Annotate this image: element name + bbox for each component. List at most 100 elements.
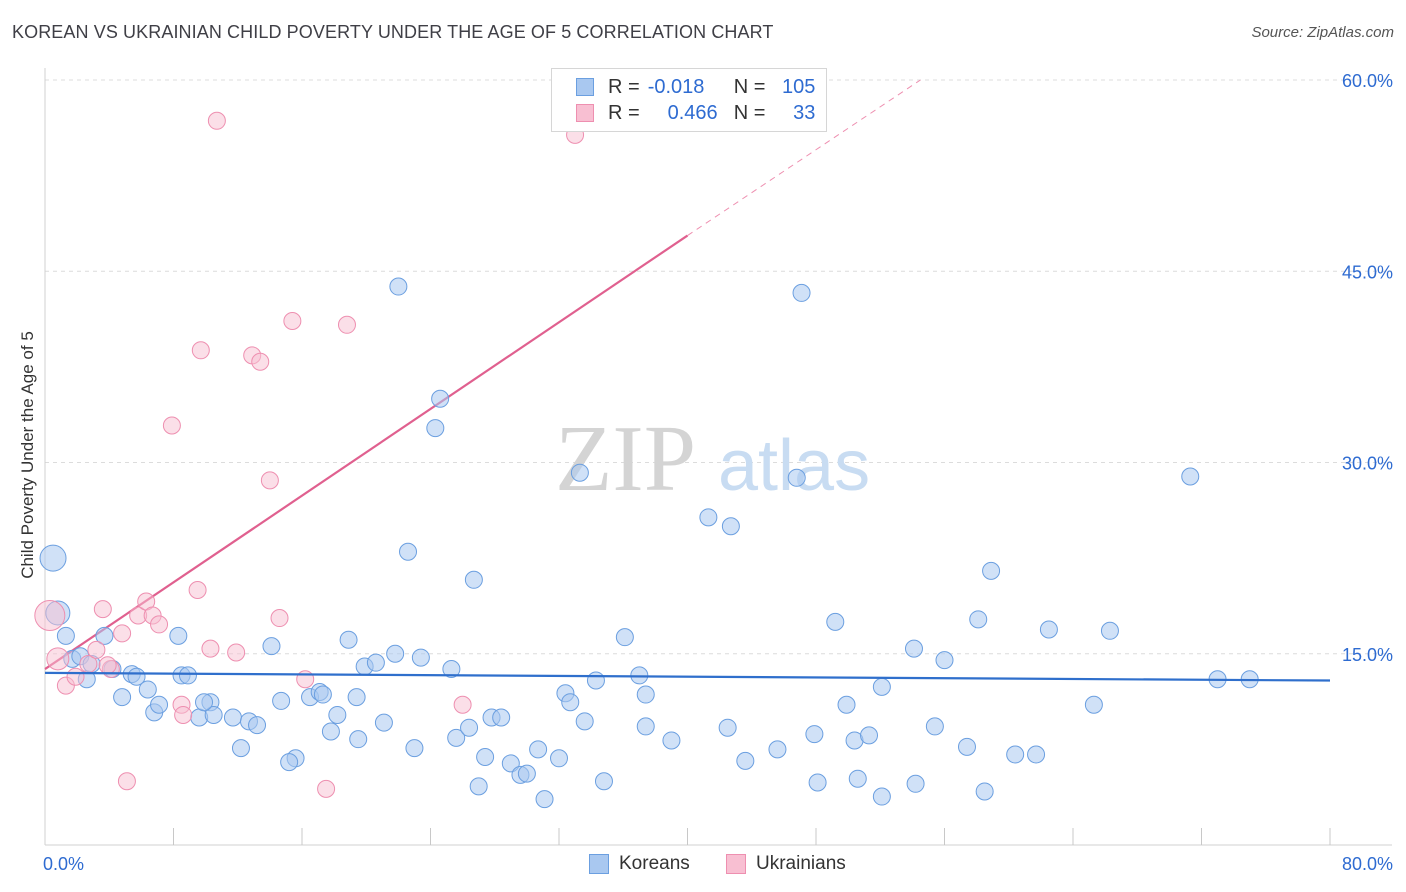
korean-point	[808, 773, 827, 792]
korean-point	[366, 653, 385, 672]
korean-point	[313, 685, 332, 704]
korean-point	[426, 419, 445, 438]
korean-point	[636, 685, 655, 704]
korean-point	[469, 777, 488, 796]
koreans-trendline	[44, 671, 1331, 682]
korean-point	[792, 283, 811, 302]
korean-point	[975, 782, 994, 801]
koreans-swatch	[576, 78, 594, 96]
korean-point	[56, 626, 75, 645]
koreans-trend-line	[44, 671, 1331, 682]
ukrainian-point	[93, 600, 112, 619]
legend-n-label: N =	[733, 101, 766, 124]
ukrainian-point	[251, 352, 270, 371]
ukrainian-point	[317, 779, 336, 798]
korean-point	[872, 787, 891, 806]
korean-point	[204, 705, 223, 724]
korean-point	[95, 626, 114, 645]
koreans-swatch	[589, 854, 609, 874]
ukrainian-point	[46, 647, 70, 671]
korean-point	[535, 790, 554, 809]
legend-n-value: 105	[782, 75, 816, 98]
korean-point	[848, 769, 867, 788]
korean-point	[904, 639, 923, 658]
korean-point	[906, 774, 925, 793]
bottom-legend-ukrainians: Ukrainians	[726, 852, 846, 876]
korean-point	[860, 726, 879, 745]
korean-point	[272, 691, 291, 710]
ukrainians-swatch	[576, 104, 594, 122]
legend-row-koreans: R = -0.018 N = 105	[576, 74, 815, 100]
x-tick-label: 80.0%	[1342, 854, 1393, 874]
korean-point	[1039, 620, 1058, 639]
korean-point	[636, 717, 655, 736]
y-tick-label: 30.0%	[1342, 454, 1393, 474]
korean-point	[280, 753, 299, 772]
bottom-legend-label: Ukrainians	[756, 853, 846, 874]
korean-point	[262, 637, 281, 656]
korean-point	[1181, 467, 1200, 486]
korean-point	[787, 468, 806, 487]
watermark: ZIP atlas	[555, 407, 870, 511]
ukrainian-point	[66, 667, 85, 686]
korean-point	[386, 644, 405, 663]
y-axis-label: Child Poverty Under the Age of 5	[18, 331, 37, 579]
ukrainian-point	[207, 111, 226, 130]
y-tick-label: 60.0%	[1342, 71, 1393, 91]
ukrainian-point	[453, 695, 472, 714]
korean-point	[736, 751, 755, 770]
ukrainians-swatch	[726, 854, 746, 874]
korean-point	[872, 677, 891, 696]
korean-point	[195, 693, 214, 712]
chart-title: KOREAN VS UKRAINIAN CHILD POVERTY UNDER …	[12, 22, 774, 42]
korean-point	[389, 277, 408, 296]
korean-point	[178, 666, 197, 685]
ukrainian-point	[113, 624, 132, 643]
ukrainian-point	[260, 471, 279, 490]
korean-point	[517, 764, 536, 783]
korean-point	[561, 693, 580, 712]
korean-point	[431, 389, 450, 408]
korean-point	[321, 722, 340, 741]
korean-point	[925, 717, 944, 736]
x-tick-label: 0.0%	[43, 854, 84, 874]
ukrainian-point	[227, 643, 246, 662]
korean-point	[39, 544, 67, 572]
ukrainian-point	[117, 772, 136, 791]
gridlines	[45, 79, 1392, 655]
korean-point	[575, 712, 594, 731]
legend-r-label: R =	[608, 101, 640, 124]
korean-point	[837, 695, 856, 714]
korean-point	[570, 463, 589, 482]
korean-point	[721, 517, 740, 536]
korean-point	[969, 610, 988, 629]
korean-point	[492, 708, 511, 727]
korean-point	[223, 708, 242, 727]
bottom-legend-koreans: Koreans	[589, 852, 690, 876]
korean-point	[447, 728, 466, 747]
ukrainian-point	[162, 416, 181, 435]
koreans-points	[39, 277, 1259, 809]
ukrainian-point	[337, 315, 356, 334]
ukrainian-point	[34, 600, 66, 631]
korean-point	[957, 737, 976, 756]
korean-point	[138, 680, 157, 699]
ukrainian-point	[283, 311, 302, 330]
ukrainian-point	[191, 341, 210, 360]
korean-point	[349, 730, 368, 749]
legend-r-label: R =	[608, 75, 640, 98]
ukrainian-point	[270, 609, 289, 628]
korean-point	[826, 612, 845, 631]
legend-n-value: 33	[793, 101, 816, 124]
korean-point	[374, 713, 393, 732]
korean-point	[768, 740, 787, 759]
korean-point	[718, 718, 737, 737]
korean-point	[328, 705, 347, 724]
korean-point	[550, 749, 568, 768]
korean-point	[150, 695, 169, 714]
korean-point	[339, 630, 358, 649]
korean-point	[594, 772, 613, 791]
korean-point	[501, 754, 520, 773]
ukrainian-point	[201, 639, 220, 658]
